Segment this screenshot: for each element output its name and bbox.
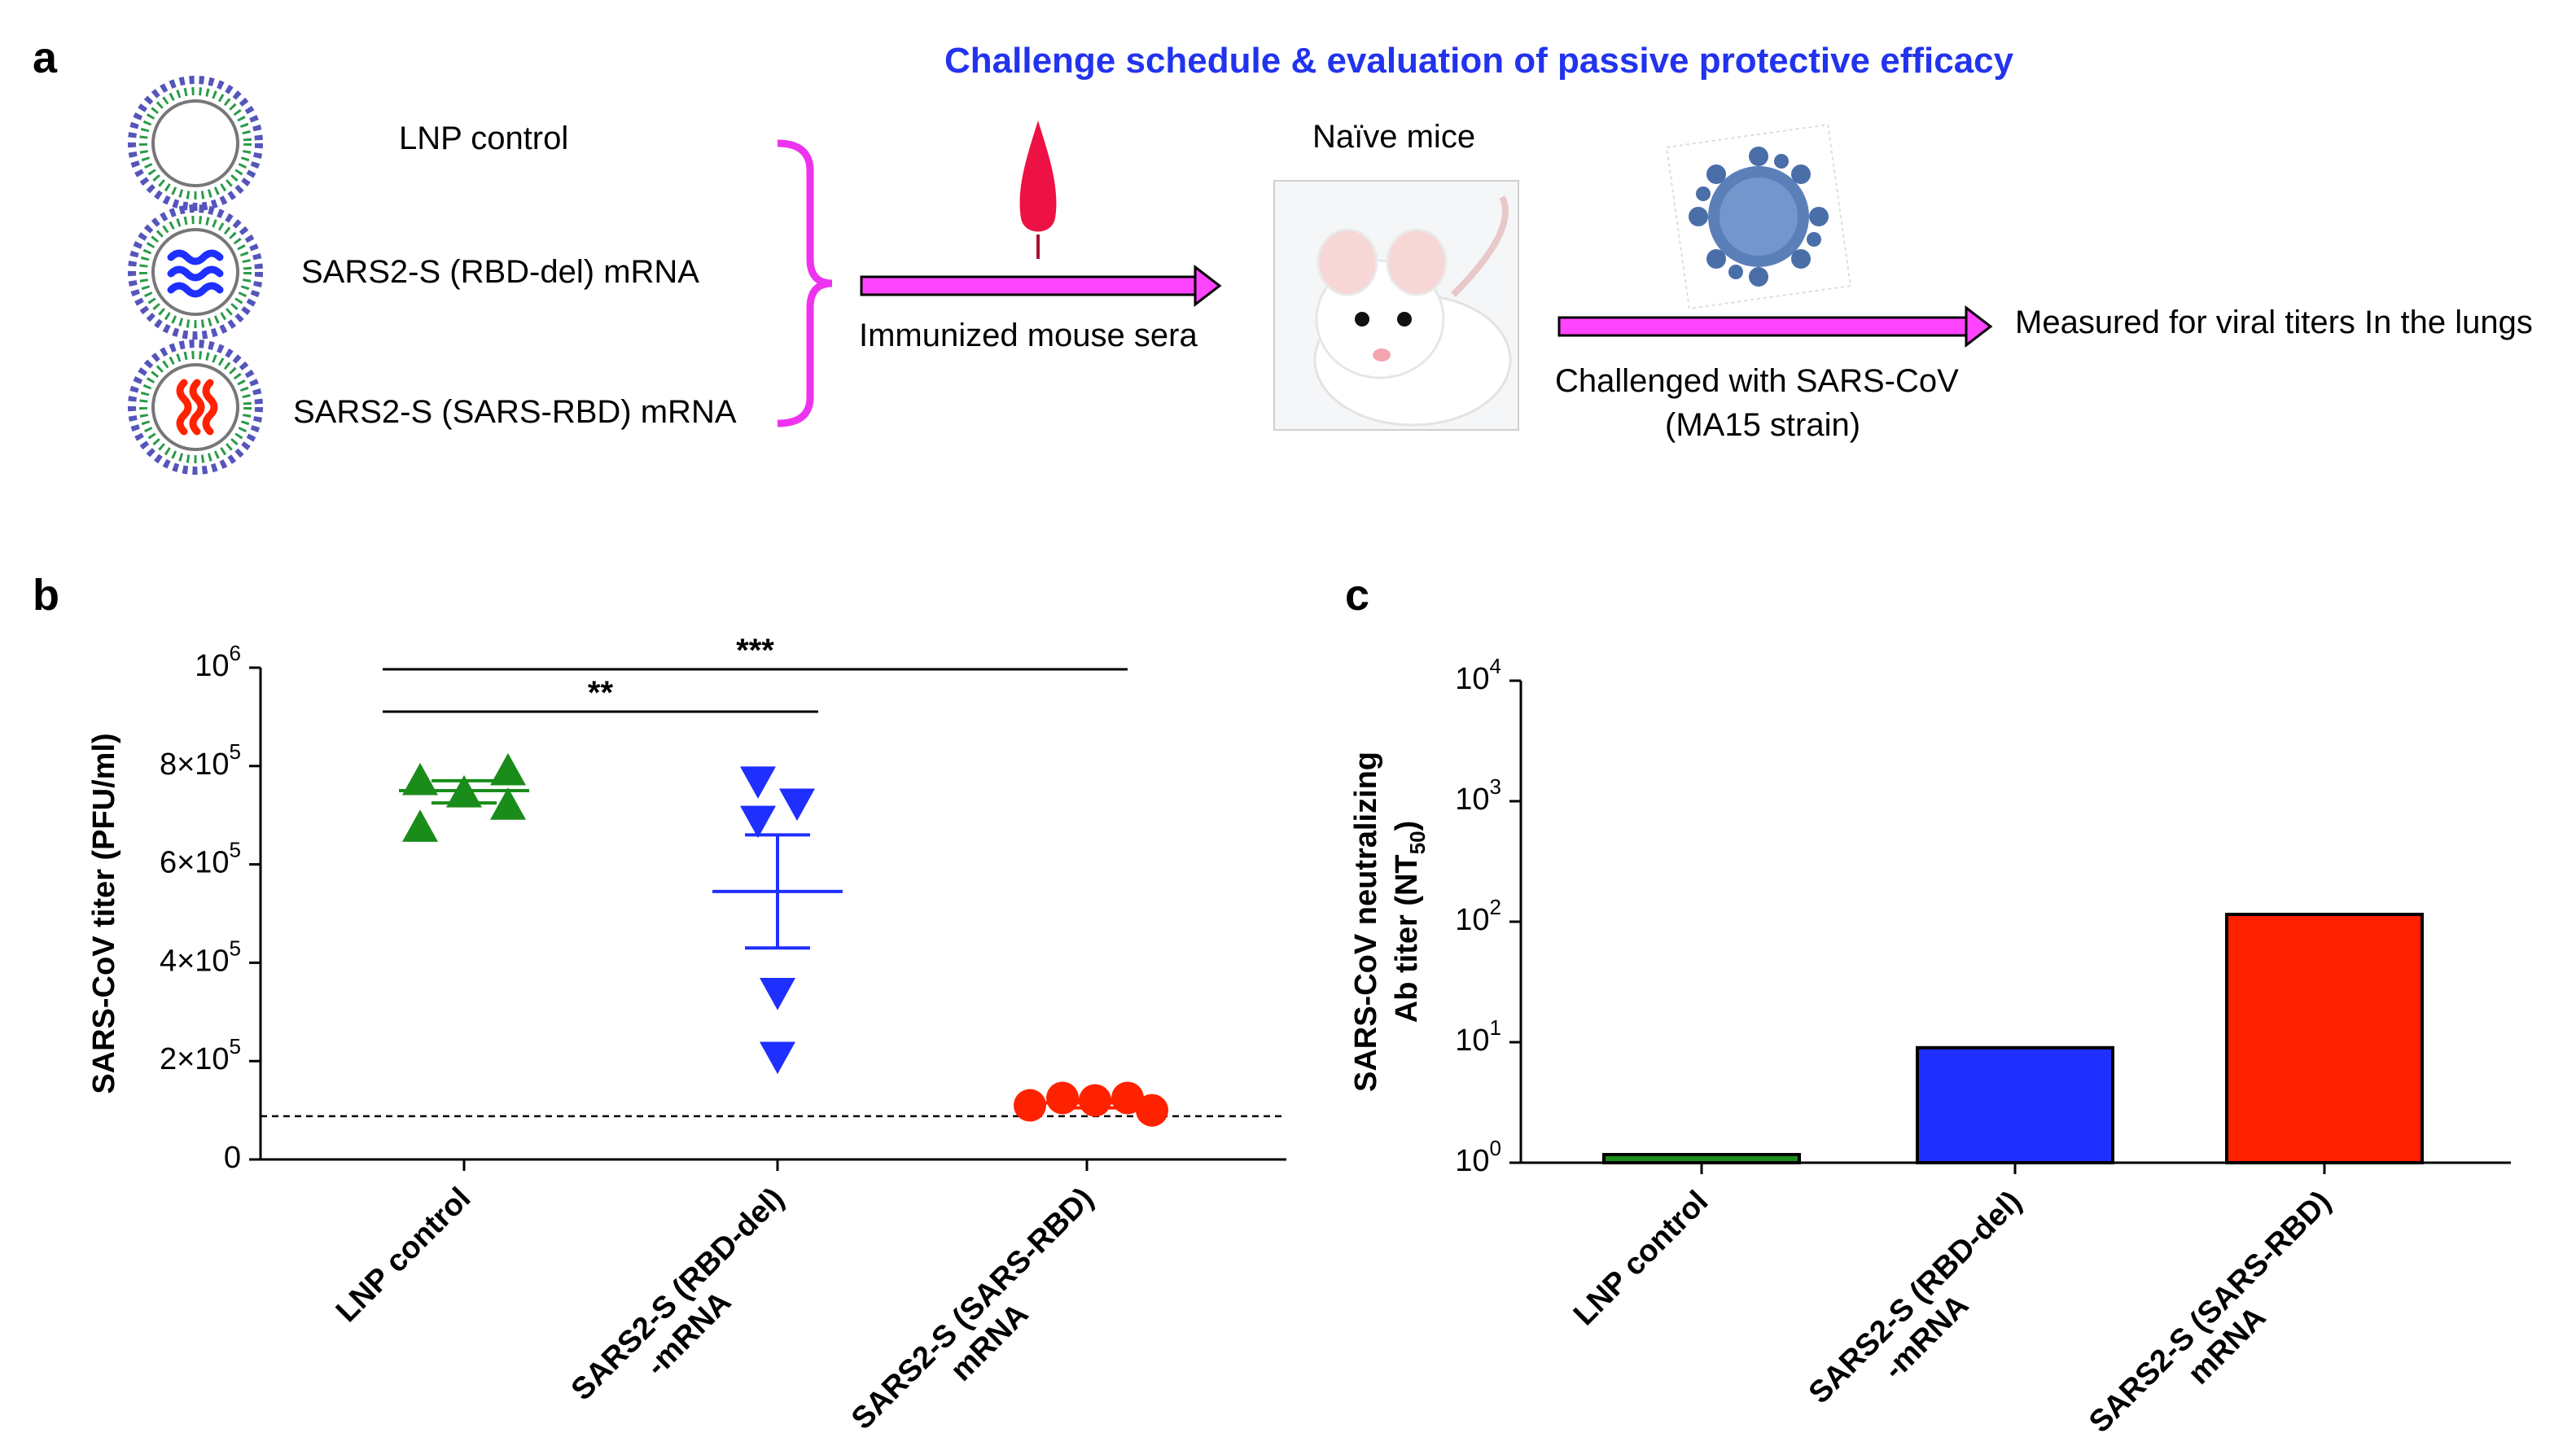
b-x-label-2: SARS2-S (SARS-RBD)mRNA: [845, 1181, 1100, 1436]
virus-icon: [1665, 123, 1852, 310]
b-series-2: [1014, 1081, 1168, 1127]
lnp-empty-icon: [128, 76, 263, 211]
group-bracket: [777, 139, 833, 427]
b-point-0-0: [402, 762, 438, 796]
b-point-1-1: [740, 805, 776, 839]
b-y-tick-label-1: 2×105: [160, 1034, 241, 1076]
panel-b-letter: b: [33, 571, 59, 620]
b-point-1-0: [740, 766, 776, 799]
b-sig-label-1: ***: [736, 633, 774, 668]
measure-label: Measured for viral titers In the lungs: [2015, 305, 2533, 340]
b-y-axis-label: SARS-CoV titer (PFU/ml): [87, 733, 121, 1094]
b-x-label-0-line-0: LNP control: [330, 1181, 477, 1329]
group-label-lnp: LNP control: [399, 121, 569, 156]
b-point-1-4: [760, 1041, 795, 1075]
panel-c-letter: c: [1345, 571, 1370, 620]
mouse-image: [1273, 180, 1519, 431]
sera-arrow-icon: [860, 264, 1222, 308]
schedule-graphics: [128, 76, 1993, 475]
b-x-label-2-line-0: SARS2-S (SARS-RBD): [845, 1181, 1100, 1436]
b-point-0-4: [490, 787, 526, 820]
panel-a-letter: a: [33, 33, 58, 82]
b-point-2-4: [1136, 1094, 1168, 1127]
b-point-0-3: [490, 752, 526, 786]
b-y-tick-label-3: 6×105: [160, 837, 241, 879]
challenge-label-line2: (MA15 strain): [1665, 407, 1861, 443]
mice-label: Naïve mice: [1312, 119, 1476, 155]
b-y-tick-label-4: 8×105: [160, 739, 241, 782]
group-label-rbd-del: SARS2-S (RBD-del) mRNA: [301, 254, 699, 290]
b-point-2-3: [1111, 1081, 1144, 1115]
b-x-label-1-line-0: SARS2-S (RBD-del): [565, 1181, 791, 1408]
b-point-0-1: [402, 809, 438, 842]
b-y-tick-label-2: 4×105: [160, 936, 241, 978]
challenge-label-line1: Challenged with SARS-CoV: [1555, 363, 1959, 399]
b-x-label-1: SARS2-S (RBD-del)-mRNA: [565, 1181, 791, 1408]
b-y-tick-label-0: 0: [224, 1141, 241, 1175]
lnp-rbd-del-icon: [128, 204, 263, 340]
group-label-sars-rbd: SARS2-S (SARS-RBD) mRNA: [293, 394, 737, 430]
blood-drop-icon: [1019, 121, 1057, 232]
schedule-title: Challenge schedule & evaluation of passi…: [944, 41, 2014, 81]
sera-label: Immunized mouse sera: [859, 318, 1198, 353]
b-series-1: [712, 766, 843, 1075]
b-point-1-3: [760, 978, 795, 1010]
lnp-sars-rbd-icon: [128, 340, 263, 475]
b-sig-label-0: **: [588, 675, 614, 711]
b-y-tick-label-5: 106: [195, 641, 241, 683]
b-series-0: [399, 752, 529, 842]
b-x-label-0: LNP control: [330, 1181, 477, 1329]
challenge-arrow-icon: [1557, 305, 1993, 348]
b-point-1-2: [779, 788, 815, 822]
schedule-panel: Challenge schedule & evaluation of passi…: [0, 0, 2576, 505]
b-point-2-0: [1014, 1089, 1046, 1122]
